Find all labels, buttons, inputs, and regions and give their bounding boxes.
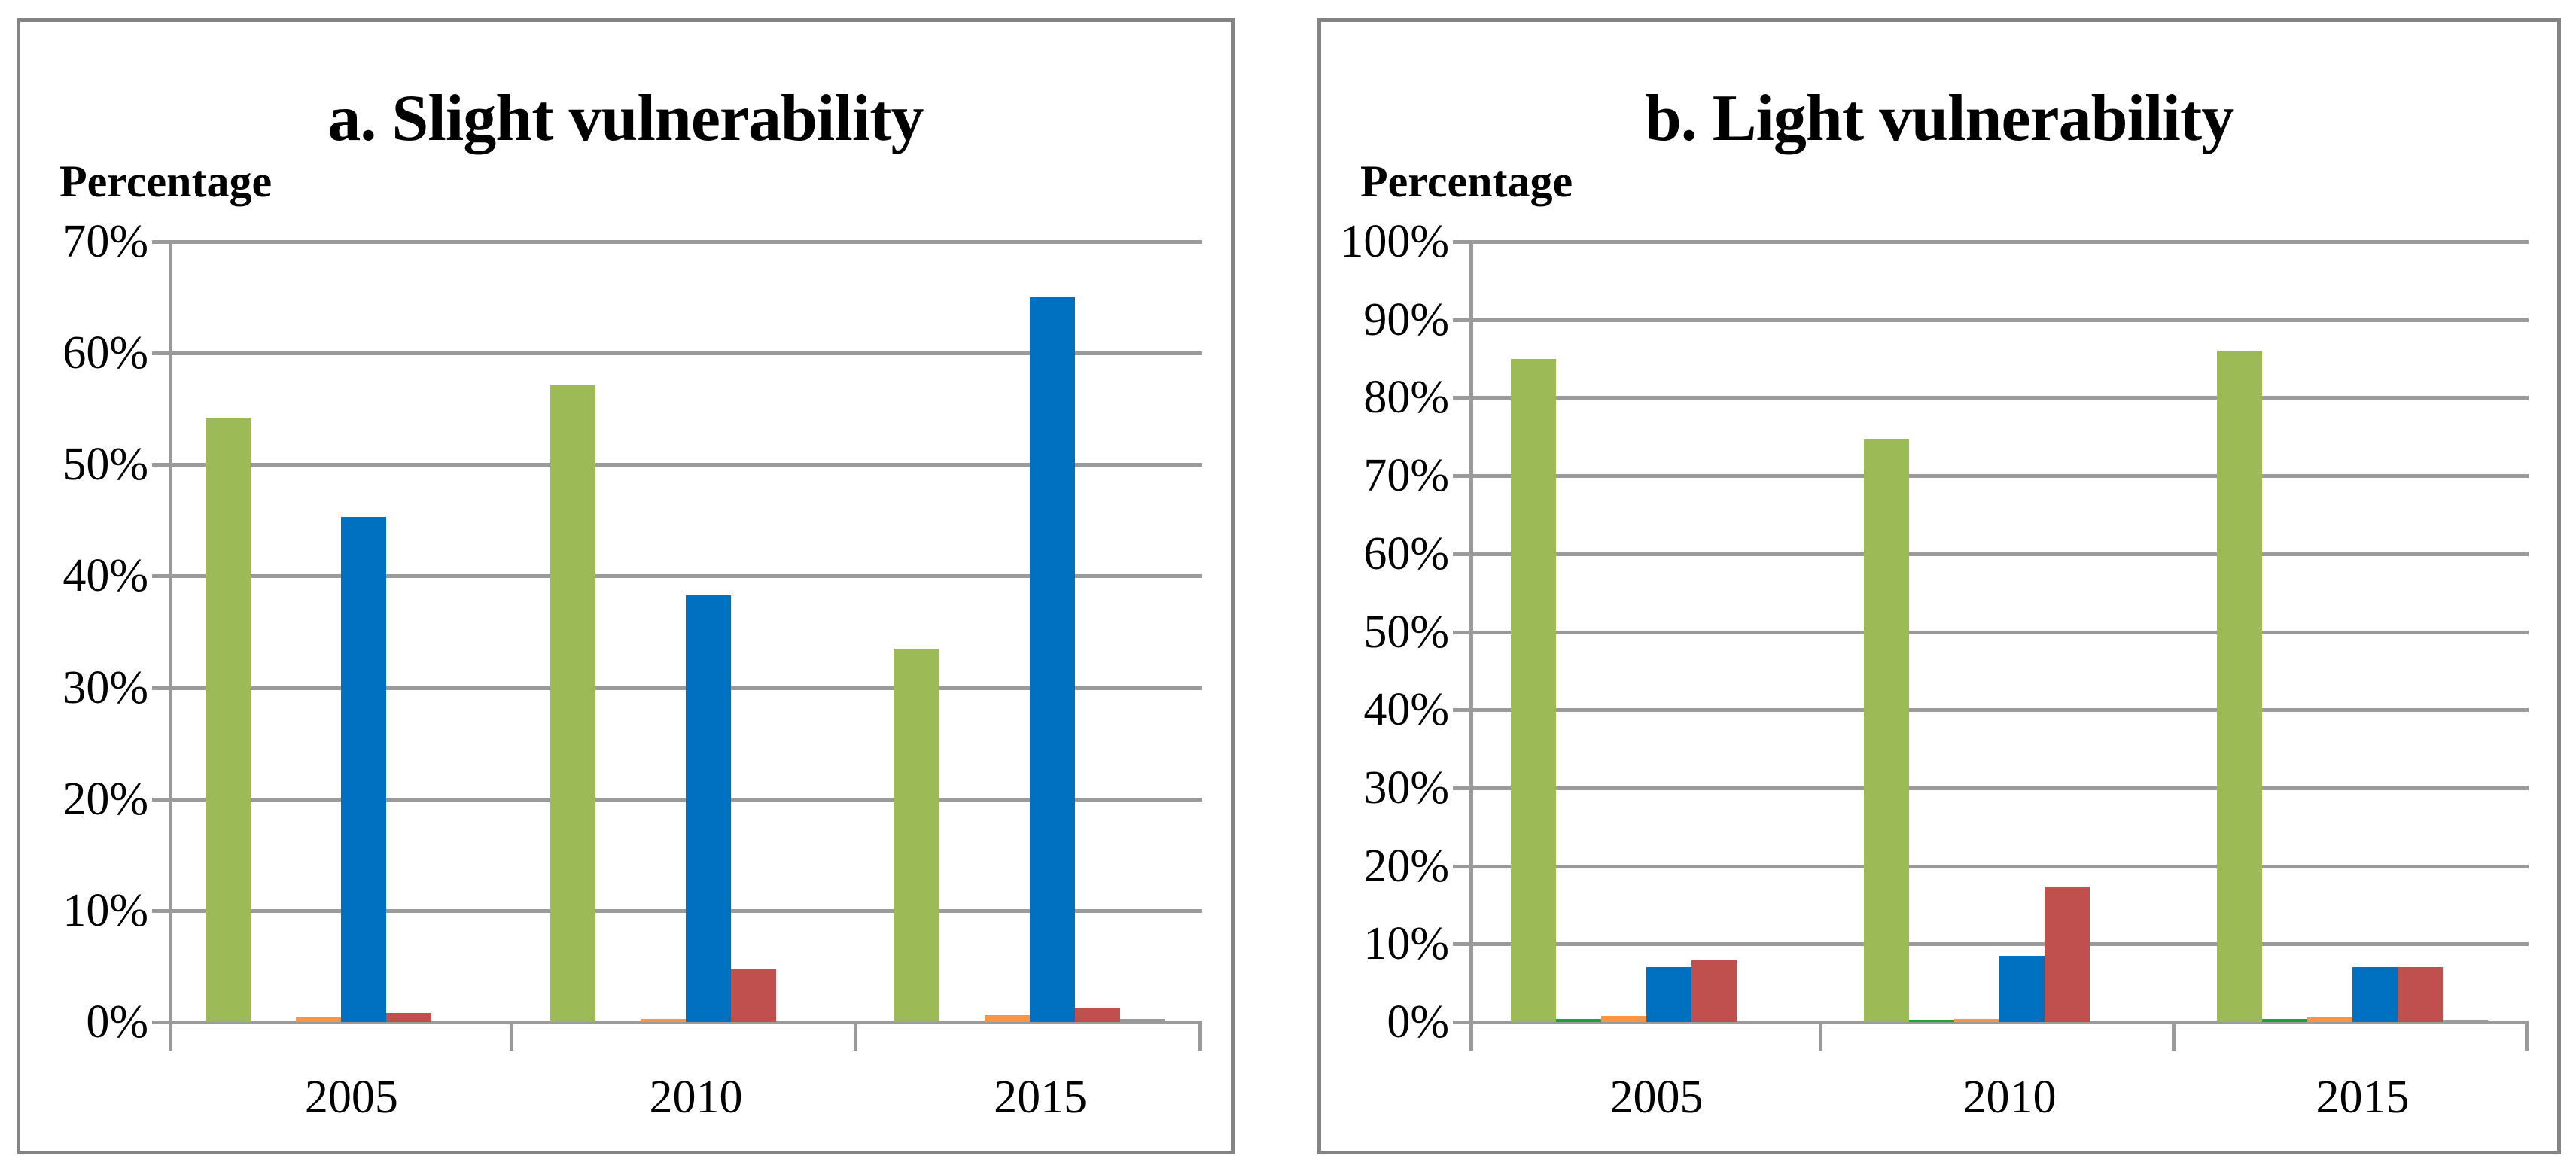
x-tick-mark <box>1198 1022 1202 1051</box>
gridline <box>1453 1021 2529 1024</box>
bar-red-2015 <box>2398 967 2443 1022</box>
gridline <box>1453 630 2529 634</box>
y-tick-label: 30% <box>62 662 148 713</box>
gridline <box>1453 396 2529 400</box>
x-tick-label: 2005 <box>1609 1072 1704 1123</box>
y-axis-title-b: Percentage <box>1360 157 1573 206</box>
gridline <box>1453 942 2529 947</box>
y-tick-label: 80% <box>1363 372 1449 424</box>
gridline <box>152 574 1202 579</box>
bar-red-2005 <box>386 1013 431 1022</box>
bar-red-2010 <box>731 969 776 1022</box>
bar-light-green-2010 <box>550 385 595 1022</box>
bar-orange-2005 <box>1601 1016 1646 1022</box>
x-tick-label: 2010 <box>649 1072 743 1123</box>
x-tick-mark <box>1819 1022 1822 1051</box>
plot-area-a: 70% 60% 50% 40% 30% 20% 10% 0% 2005 2010 2015 <box>20 22 1231 1151</box>
chart-title-b: b. Light vulnerability <box>1644 82 2234 155</box>
bar-gray-2015 <box>2443 1020 2488 1022</box>
y-tick-label: 10% <box>62 884 148 936</box>
chart-panel-a: a. Slight vulnerability Percentage 70% 60… <box>17 18 1235 1154</box>
x-tick-label: 2015 <box>994 1072 1088 1123</box>
bar-light-green-2010 <box>1864 439 1909 1022</box>
bar-gray-2015 <box>1120 1019 1165 1022</box>
y-tick-label: 100% <box>1340 216 1449 267</box>
y-tick-label: 20% <box>62 773 148 825</box>
gridline <box>1453 708 2529 713</box>
bar-dark-green-2015 <box>2262 1019 2307 1022</box>
x-tick-mark <box>2172 1022 2176 1051</box>
y-tick-label: 0% <box>86 996 148 1048</box>
y-axis-title-a: Percentage <box>59 157 273 206</box>
x-tick-label: 2015 <box>2316 1072 2410 1123</box>
bar-blue-2005 <box>341 517 386 1022</box>
chart-title-a: a. Slight vulnerability <box>327 82 924 155</box>
y-tick-label: 40% <box>1363 684 1449 736</box>
y-tick-label: 10% <box>1363 918 1449 970</box>
bar-light-green-2015 <box>894 649 939 1022</box>
gridline <box>1453 474 2529 479</box>
bar-dark-green-2010 <box>1909 1020 1954 1022</box>
x-tick-mark <box>854 1022 858 1051</box>
y-tick-label: 70% <box>62 216 148 267</box>
y-tick-label: 50% <box>62 439 148 491</box>
gridline <box>1453 240 2529 244</box>
y-tick-label: 60% <box>62 327 148 379</box>
bar-light-green-2015 <box>2217 351 2262 1022</box>
y-tick-label: 70% <box>1363 450 1449 502</box>
bar-red-2010 <box>2045 887 2090 1022</box>
bar-blue-2015 <box>2352 967 2398 1022</box>
bar-light-green-2005 <box>1511 359 1556 1022</box>
gridline <box>152 463 1202 467</box>
bar-orange-2015 <box>2307 1017 2352 1022</box>
y-tick-label: 20% <box>1363 840 1449 892</box>
y-tick-label: 30% <box>1363 762 1449 814</box>
y-axis-line <box>1469 242 1473 1051</box>
gridline <box>1453 786 2529 790</box>
gridline <box>1453 318 2529 322</box>
y-tick-label: 60% <box>1363 528 1449 579</box>
y-tick-label: 40% <box>62 550 148 602</box>
x-tick-mark <box>509 1022 513 1051</box>
bar-dark-green-2005 <box>1556 1019 1601 1022</box>
gridline <box>1453 864 2529 868</box>
bar-orange-2015 <box>985 1015 1030 1022</box>
y-tick-label: 50% <box>1363 606 1449 658</box>
chart-panel-b: b. Light vulnerability Percentage 100% 90… <box>1317 18 2561 1154</box>
bar-blue-2015 <box>1030 297 1075 1022</box>
x-tick-mark <box>2525 1022 2529 1051</box>
plot-area-b: 100% 90% 80% 70% 60% 50% 40% 30% 20% 10% 0% 2005 201… <box>1321 22 2557 1151</box>
x-tick-label: 2010 <box>1962 1072 2057 1123</box>
bar-orange-2010 <box>641 1019 686 1022</box>
gridline <box>152 351 1202 356</box>
gridline <box>152 908 1202 913</box>
y-tick-label: 0% <box>1387 996 1449 1048</box>
gridline <box>152 797 1202 802</box>
bar-blue-2005 <box>1646 967 1691 1022</box>
gridline <box>152 686 1202 690</box>
y-axis-line <box>169 242 172 1051</box>
gridline <box>152 1021 1202 1024</box>
bar-orange-2010 <box>1954 1019 1999 1022</box>
x-tick-label: 2005 <box>304 1072 398 1123</box>
bar-orange-2005 <box>296 1017 341 1022</box>
gridline <box>1453 552 2529 556</box>
bar-blue-2010 <box>1999 956 2045 1022</box>
bar-red-2005 <box>1691 960 1737 1022</box>
gridline <box>152 240 1202 244</box>
bar-red-2015 <box>1075 1008 1120 1022</box>
y-tick-label: 90% <box>1363 294 1449 345</box>
bar-blue-2010 <box>686 595 731 1022</box>
bar-light-green-2005 <box>206 418 251 1022</box>
